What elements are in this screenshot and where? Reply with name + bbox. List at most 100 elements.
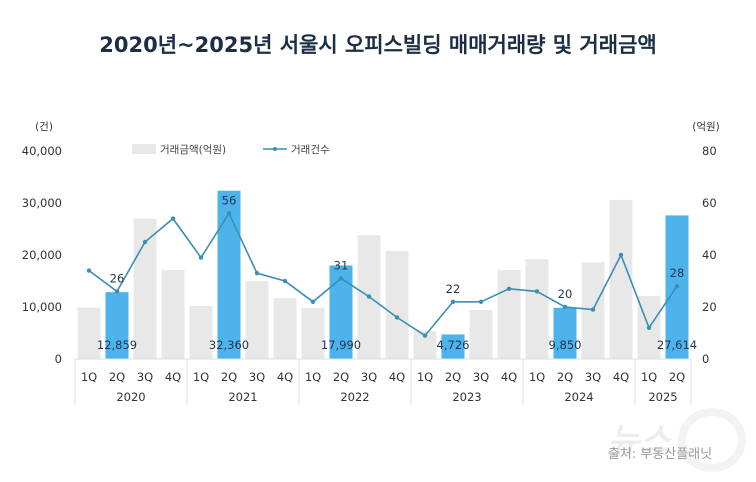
right-tick-label: 40 (702, 248, 717, 262)
count-data-label: 31 (334, 258, 349, 272)
quarter-tick-label: 1Q (193, 370, 209, 384)
count-point (674, 284, 680, 289)
legend-swatch-dot (273, 147, 277, 151)
count-point (114, 289, 120, 294)
quarter-tick-label: 3Q (137, 370, 153, 384)
bar (217, 190, 241, 359)
bar (161, 270, 185, 359)
left-axis-unit: (건) (35, 121, 53, 133)
bar (525, 259, 549, 359)
svg-text:뉴스: 뉴스 (608, 421, 672, 461)
year-tick-label: 2025 (648, 390, 677, 404)
bar (413, 330, 437, 359)
count-point (646, 325, 652, 330)
quarter-tick-label: 1Q (529, 370, 545, 384)
count-point (170, 216, 176, 221)
quarter-tick-label: 2Q (333, 370, 349, 384)
count-point (86, 268, 92, 273)
count-line (88, 211, 678, 337)
left-tick-label: 30,000 (22, 196, 62, 210)
quarter-tick-label: 4Q (277, 370, 293, 384)
amount-data-label: 9,850 (549, 338, 582, 352)
bar (385, 250, 409, 359)
legend-label-line: 거래건수 (291, 144, 330, 156)
right-axis-unit: (억원) (692, 121, 720, 133)
bar (273, 298, 297, 359)
quarter-tick-label: 3Q (585, 370, 601, 384)
watermark: 뉴스 (608, 408, 746, 472)
count-point (394, 315, 400, 320)
quarter-tick-label: 2Q (557, 370, 573, 384)
quarter-tick-label: 1Q (305, 370, 321, 384)
amount-data-label: 12,859 (97, 338, 137, 352)
count-point (198, 255, 204, 260)
quarter-tick-label: 3Q (361, 370, 377, 384)
quarter-tick-label: 4Q (613, 370, 629, 384)
quarter-tick-label: 1Q (417, 370, 433, 384)
count-data-label: 20 (558, 287, 573, 301)
quarter-tick-label: 4Q (389, 370, 405, 384)
bar (497, 270, 521, 359)
year-tick-label: 2021 (228, 390, 257, 404)
count-point (450, 299, 456, 304)
bar (189, 305, 213, 359)
right-tick-label: 60 (702, 196, 717, 210)
quarter-tick-label: 3Q (249, 370, 265, 384)
count-point (226, 211, 232, 216)
left-tick-label: 0 (55, 352, 62, 366)
legend: 거래금액(억원) 거래건수 (132, 144, 330, 156)
year-tick-label: 2024 (564, 390, 593, 404)
left-tick-label: 10,000 (22, 300, 62, 314)
amount-data-label: 32,360 (209, 338, 249, 352)
count-point (562, 304, 568, 310)
bar (441, 334, 465, 359)
count-point (534, 289, 540, 294)
quarter-tick-label: 3Q (473, 370, 489, 384)
count-point (506, 286, 512, 291)
amount-data-label: 17,990 (321, 338, 361, 352)
right-tick-label: 80 (702, 144, 717, 158)
bar (105, 292, 129, 359)
count-point (142, 239, 148, 245)
count-point (590, 307, 596, 312)
year-tick-label: 2023 (452, 390, 481, 404)
count-data-label: 26 (110, 271, 125, 285)
bar (245, 281, 269, 359)
count-data-label: 22 (446, 282, 461, 296)
count-point (338, 276, 344, 281)
quarter-tick-label: 2Q (109, 370, 125, 384)
quarter-tick-label: 4Q (501, 370, 517, 384)
right-tick-label: 0 (702, 352, 709, 366)
quarter-tick-label: 2Q (445, 370, 461, 384)
legend-label-bar: 거래금액(억원) (160, 144, 226, 156)
right-tick-label: 20 (702, 300, 717, 314)
chart-title: 2020년~2025년 서울시 오피스빌딩 매매거래량 및 거래금액 (99, 33, 656, 57)
quarter-tick-label: 2Q (669, 370, 685, 384)
bar (609, 199, 633, 359)
year-tick-label: 2020 (116, 390, 145, 404)
bar (301, 308, 325, 359)
count-point (422, 333, 428, 338)
source-note: 출처: 부동산플래닛 (608, 447, 712, 462)
count-point (618, 252, 624, 258)
count-point (310, 299, 316, 304)
bar (329, 265, 353, 359)
bar (77, 307, 101, 359)
count-point (254, 271, 260, 276)
legend-swatch-bar (132, 144, 156, 154)
quarter-tick-label: 2Q (221, 370, 237, 384)
year-tick-label: 2022 (340, 390, 369, 404)
left-tick-label: 20,000 (22, 248, 62, 262)
count-point (282, 278, 288, 284)
amount-data-label: 4,726 (437, 338, 470, 352)
count-point (366, 294, 372, 299)
count-data-label: 56 (222, 193, 237, 207)
bar (469, 310, 493, 359)
quarter-tick-label: 1Q (641, 370, 657, 384)
bar (553, 307, 577, 359)
quarter-tick-label: 4Q (165, 370, 181, 384)
quarter-tick-label: 1Q (81, 370, 97, 384)
count-data-label: 28 (670, 266, 685, 280)
left-tick-label: 40,000 (22, 144, 62, 158)
